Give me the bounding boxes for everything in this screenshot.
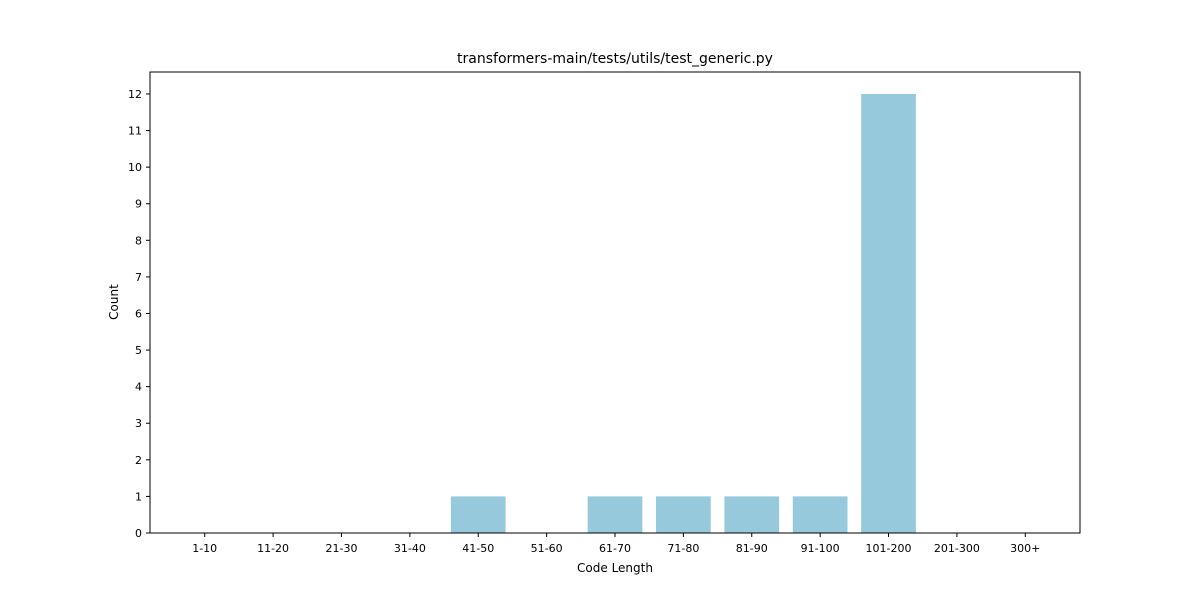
y-tick-label: 9 [135,198,142,211]
bar-101-200 [861,93,916,533]
bar-91-100 [792,496,848,533]
x-tick-label: 300+ [1010,542,1040,555]
y-tick-label: 6 [135,307,142,320]
y-axis-label: Count [107,284,121,320]
x-axis-label: Code Length [577,561,653,575]
y-tick-label: 7 [135,271,142,284]
x-tick-label: 71-80 [667,542,699,555]
bar-81-90 [724,496,780,533]
y-tick-label: 11 [128,125,142,138]
x-tick-label: 51-60 [531,542,563,555]
x-tick-label: 41-50 [462,542,494,555]
y-tick-label: 3 [135,417,142,430]
y-tick-label: 5 [135,344,142,357]
bar-41-50 [450,496,506,533]
x-tick-label: 201-300 [934,542,980,555]
x-tick-label: 1-10 [192,542,217,555]
x-axis: 1-10 11-20 21-30 31-40 41-50 51-60 61-70 71-80 8… [192,533,1040,555]
y-tick-label: 12 [128,88,142,101]
bar-71-80 [656,496,711,533]
axes-frame [149,71,1081,534]
bar-61-70 [587,496,643,533]
x-tick-label: 91-100 [801,542,840,555]
x-tick-label: 21-30 [325,542,357,555]
x-tick-label: 101-200 [866,542,912,555]
x-tick-label: 81-90 [736,542,768,555]
y-tick-label: 8 [135,234,142,247]
y-tick-label: 1 [135,490,142,503]
y-tick-label: 4 [135,381,142,394]
bars [450,93,916,533]
x-tick-label: 61-70 [599,542,631,555]
y-tick-label: 10 [128,161,142,174]
y-tick-label: 0 [135,527,142,540]
y-tick-label: 2 [135,454,142,467]
x-tick-label: 11-20 [257,542,289,555]
chart-title: transformers-main/tests/utils/test_gener… [457,51,773,67]
x-tick-label: 31-40 [394,542,426,555]
